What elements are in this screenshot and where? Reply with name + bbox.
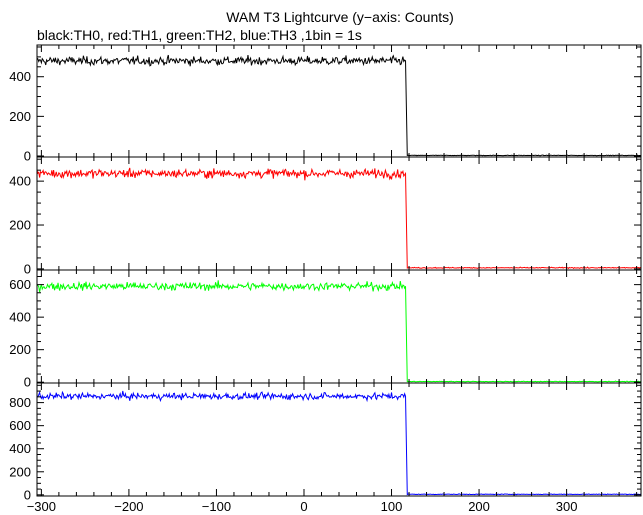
y-tick-label: 400 <box>9 69 31 84</box>
y-tick-label: 200 <box>9 218 31 233</box>
panel-th1: 0 200 400 <box>9 156 642 276</box>
series-line-th3 <box>36 390 642 496</box>
y-tick-label: 200 <box>9 342 31 357</box>
y-tick-label: 400 <box>9 310 31 325</box>
y-tick-label: 0 <box>24 149 31 164</box>
x-tick-label: −300 <box>27 499 56 514</box>
x-tick-label: 0 <box>300 499 307 514</box>
y-tick-label: 200 <box>9 109 31 124</box>
panel-th2: 0 200 400 600 <box>9 269 642 390</box>
y-tick-label: 0 <box>24 375 31 390</box>
panel-th3: 0 200 400 600 800 <box>9 382 642 502</box>
y-tick-label: 600 <box>9 277 31 292</box>
x-tick-label: −100 <box>202 499 231 514</box>
panel-th0: 0 200 400 <box>9 44 642 164</box>
panels-group: 0200400020040002004006000200400600800−30… <box>9 44 642 514</box>
x-tick-label: −200 <box>114 499 143 514</box>
panel-frame <box>36 44 642 158</box>
chart-subtitle: black:TH0, red:TH1, green:TH2, blue:TH3 … <box>37 27 362 43</box>
panel-frame <box>36 382 642 497</box>
series-line-th0 <box>36 54 642 157</box>
y-tick-label: 200 <box>9 464 31 479</box>
y-tick-label: 400 <box>9 441 31 456</box>
series-line-th1 <box>36 167 642 270</box>
y-tick-label: 0 <box>24 261 31 276</box>
y-tick-label: 400 <box>9 174 31 189</box>
y-tick-label: 0 <box>24 487 31 502</box>
x-tick-label: 300 <box>556 499 578 514</box>
y-tick-label: 800 <box>9 395 31 410</box>
x-tick-label: 200 <box>468 499 490 514</box>
y-tick-label: 600 <box>9 418 31 433</box>
x-tick-label: 100 <box>381 499 403 514</box>
series-line-th2 <box>36 280 642 383</box>
chart-title: WAM T3 Lightcurve (y−axis: Counts) <box>226 9 454 25</box>
